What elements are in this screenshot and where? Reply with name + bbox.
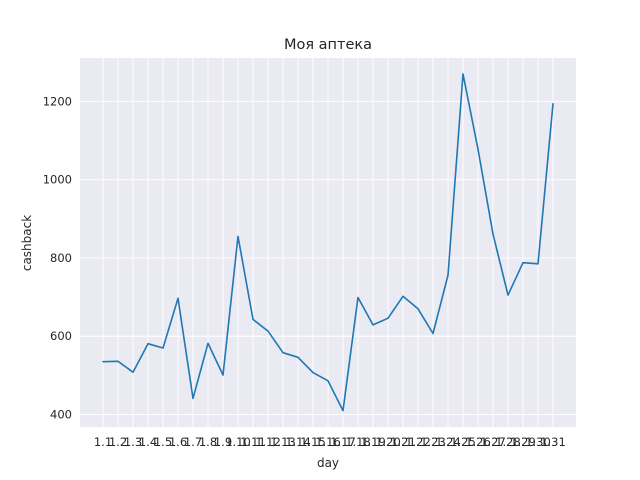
y-tick-labels: 400 600 800 1000 1200: [43, 94, 72, 421]
x-tick-label: 1.1: [94, 435, 112, 449]
x-tick-label: 1.20: [375, 435, 401, 449]
chart-title: Моя аптека: [284, 37, 372, 53]
x-tick-label: 1.23: [420, 435, 446, 449]
x-tick-label: 1.8: [199, 435, 217, 449]
x-tick-label: 1.12: [255, 435, 281, 449]
x-tick-label: 1.10: [225, 435, 251, 449]
x-tick-label: 1.5: [154, 435, 172, 449]
x-tick-label: 1.7: [184, 435, 202, 449]
x-tick-label: 1.6: [169, 435, 187, 449]
x-tick-label: 1.3: [124, 435, 142, 449]
x-tick-label: 1.4: [139, 435, 157, 449]
y-axis-label: cashback: [20, 215, 34, 271]
x-tick-label: 1.11: [240, 435, 266, 449]
x-tick-label: 1.25: [450, 435, 476, 449]
series-line: [102, 73, 554, 412]
x-tick-label: 1.26: [465, 435, 491, 449]
x-tick-label: 1.2: [109, 435, 127, 449]
x-tick-label: 1.29: [510, 435, 536, 449]
y-tick-label: 800: [50, 251, 72, 265]
x-tick-label: 1.24: [435, 435, 461, 449]
x-tick-label: 1.14: [285, 435, 311, 449]
x-tick-label: 1.17: [330, 435, 356, 449]
x-tick-label: 1.28: [495, 435, 521, 449]
x-tick-labels: 1.11.21.31.41.51.61.71.81.91.101.111.121…: [94, 435, 566, 449]
x-tick-label: 1.13: [270, 435, 296, 449]
x-tick-label: 1.19: [360, 435, 386, 449]
x-tick-label: 1.18: [345, 435, 371, 449]
y-tick-label: 1000: [43, 173, 72, 187]
x-tick-label: 1.15: [300, 435, 326, 449]
y-tick-label: 1200: [43, 94, 72, 108]
x-tick-label: 1.27: [480, 435, 506, 449]
x-tick-label: 1.9: [214, 435, 232, 449]
x-tick-label: 1.21: [390, 435, 416, 449]
y-tick-label: 600: [50, 329, 72, 343]
x-axis-label: day: [317, 456, 339, 470]
y-tick-label: 400: [50, 407, 72, 421]
x-tick-label: 1.30: [525, 435, 551, 449]
series-group: [102, 73, 554, 412]
x-tick-label: 1.31: [540, 435, 566, 449]
x-tick-label: 1.22: [405, 435, 431, 449]
x-tick-label: 1.16: [315, 435, 341, 449]
